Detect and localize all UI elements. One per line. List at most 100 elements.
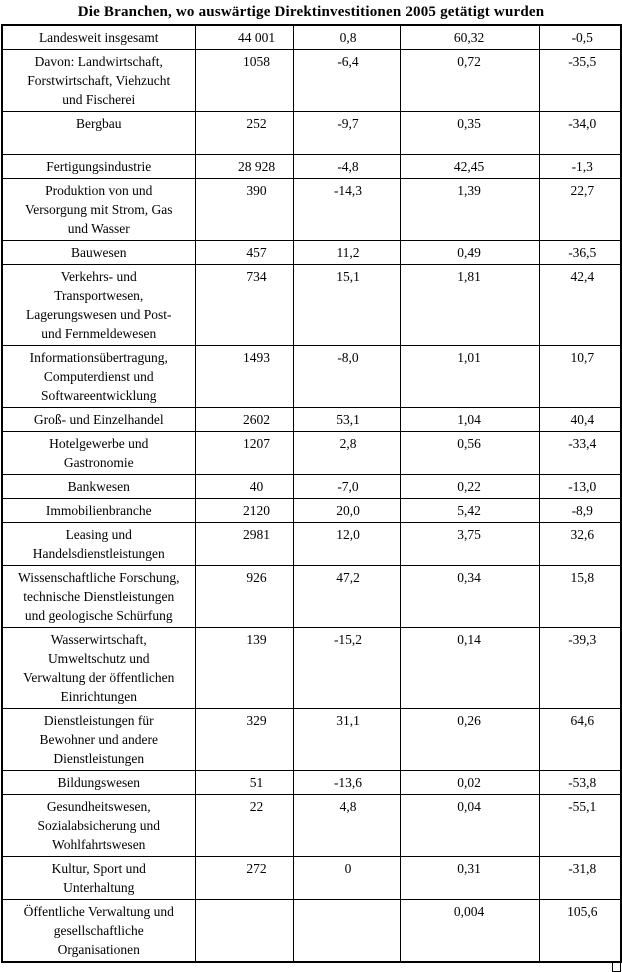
- value-cell: -7,0: [292, 474, 401, 499]
- value-cell: 15,8: [538, 565, 622, 628]
- value-cell: [194, 899, 294, 963]
- sector-name-cell: Kultur, Sport und Unterhaltung: [1, 856, 196, 900]
- sector-name-cell: Immobilienbranche: [1, 498, 196, 523]
- sector-name-cell: Bildungswesen: [1, 770, 196, 795]
- value-cell: 5,42: [399, 498, 540, 523]
- value-cell: 2981: [194, 522, 294, 566]
- table-row: Immobilienbranche 2120 20,0 5,42 -8,9: [1, 498, 622, 523]
- value-cell: 272: [194, 856, 294, 900]
- value-cell: 0,26: [399, 708, 540, 771]
- value-cell: [292, 899, 401, 963]
- value-cell: 22: [194, 794, 294, 857]
- value-cell: 0: [292, 856, 401, 900]
- sector-name-cell: Fertigungsindustrie: [1, 154, 196, 179]
- data-table: Landesweit insgesamt 44 001 0,8 60,32 -0,5 Da…: [1, 24, 622, 963]
- sector-name-cell: Bauwesen: [1, 240, 196, 265]
- sector-name-cell: Öffentliche Verwaltung und gesellschaftli…: [1, 899, 196, 963]
- value-cell: -33,4: [538, 431, 622, 475]
- sector-name-cell: Gesundheitswesen, Sozialabsicherung und Wo…: [1, 794, 196, 857]
- table-row: Landesweit insgesamt 44 001 0,8 60,32 -0,5: [1, 24, 622, 50]
- sector-name-cell: Wasserwirtschaft, Umweltschutz und Verwalt…: [1, 627, 196, 709]
- value-cell: -13,6: [292, 770, 401, 795]
- value-cell: 40: [194, 474, 294, 499]
- value-cell: 926: [194, 565, 294, 628]
- value-cell: 105,6: [538, 899, 622, 963]
- sector-name-cell: Wissenschaftliche Forschung, technische D…: [1, 565, 196, 628]
- table-body: Landesweit insgesamt 44 001 0,8 60,32 -0,5 Da…: [1, 24, 622, 963]
- value-cell: 0,49: [399, 240, 540, 265]
- table-row: Bildungswesen 51 -13,6 0,02 -53,8: [1, 770, 622, 795]
- value-cell: -34,0: [538, 111, 622, 155]
- value-cell: -15,2: [292, 627, 401, 709]
- value-cell: 4,8: [292, 794, 401, 857]
- value-cell: 0,14: [399, 627, 540, 709]
- table-title: Die Branchen, wo auswärtige Direktinvest…: [77, 4, 545, 20]
- value-cell: 51: [194, 770, 294, 795]
- value-cell: 64,6: [538, 708, 622, 771]
- value-cell: 32,6: [538, 522, 622, 566]
- value-cell: 0,31: [399, 856, 540, 900]
- value-cell: 0,35: [399, 111, 540, 155]
- value-cell: 40,4: [538, 407, 622, 432]
- value-cell: -9,7: [292, 111, 401, 155]
- value-cell: 20,0: [292, 498, 401, 523]
- value-cell: 12,0: [292, 522, 401, 566]
- stray-box-artifact: [612, 961, 621, 972]
- value-cell: 2120: [194, 498, 294, 523]
- value-cell: 1,04: [399, 407, 540, 432]
- sector-name-cell: Produktion von und Versorgung mit Strom, …: [1, 178, 196, 241]
- sector-name-cell: Dienstleistungen für Bewohner und andere D…: [1, 708, 196, 771]
- value-cell: -4,8: [292, 154, 401, 179]
- value-cell: -1,3: [538, 154, 622, 179]
- value-cell: 252: [194, 111, 294, 155]
- value-cell: 3,75: [399, 522, 540, 566]
- table-row: Leasing und Handelsdienstleistungen 2981 12…: [1, 522, 622, 566]
- value-cell: 10,7: [538, 345, 622, 408]
- value-cell: 15,1: [292, 264, 401, 346]
- value-cell: 390: [194, 178, 294, 241]
- value-cell: 28 928: [194, 154, 294, 179]
- value-cell: 42,45: [399, 154, 540, 179]
- value-cell: 53,1: [292, 407, 401, 432]
- table-row: Verkehrs- und Transportwesen, Lagerungswes…: [1, 264, 622, 346]
- value-cell: 1207: [194, 431, 294, 475]
- value-cell: 44 001: [194, 24, 294, 50]
- value-cell: -8,0: [292, 345, 401, 408]
- value-cell: 0,004: [399, 899, 540, 963]
- sector-name-cell: Davon: Landwirtschaft, Forstwirtschaft, V…: [1, 49, 196, 112]
- table-row: Öffentliche Verwaltung und gesellschaftli…: [1, 899, 622, 963]
- value-cell: 2602: [194, 407, 294, 432]
- value-cell: 2,8: [292, 431, 401, 475]
- value-cell: 1,81: [399, 264, 540, 346]
- value-cell: 0,56: [399, 431, 540, 475]
- value-cell: 0,22: [399, 474, 540, 499]
- value-cell: 22,7: [538, 178, 622, 241]
- sector-name-cell: Bergbau: [1, 111, 196, 155]
- table-row: Wasserwirtschaft, Umweltschutz und Verwalt…: [1, 627, 622, 709]
- table-row: Gesundheitswesen, Sozialabsicherung und Wo…: [1, 794, 622, 857]
- value-cell: 11,2: [292, 240, 401, 265]
- sector-name-cell: Hotelgewerbe und Gastronomie: [1, 431, 196, 475]
- value-cell: 139: [194, 627, 294, 709]
- table-row: Davon: Landwirtschaft, Forstwirtschaft, V…: [1, 49, 622, 112]
- value-cell: 734: [194, 264, 294, 346]
- table-row: Bauwesen 457 11,2 0,49 -36,5: [1, 240, 622, 265]
- sector-name-cell: Groß- und Einzelhandel: [1, 407, 196, 432]
- value-cell: -55,1: [538, 794, 622, 857]
- value-cell: 60,32: [399, 24, 540, 50]
- value-cell: 1493: [194, 345, 294, 408]
- value-cell: 1,39: [399, 178, 540, 241]
- sector-name-cell: Leasing und Handelsdienstleistungen: [1, 522, 196, 566]
- value-cell: -36,5: [538, 240, 622, 265]
- table-row: Bergbau 252 -9,7 0,35 -34,0: [1, 111, 622, 155]
- sector-name-cell: Landesweit insgesamt: [1, 24, 196, 50]
- table-row: Groß- und Einzelhandel 2602 53,1 1,04 40,4: [1, 407, 622, 432]
- value-cell: 42,4: [538, 264, 622, 346]
- table-row: Informationsübertragung, Computerdienst u…: [1, 345, 622, 408]
- table-row: Bankwesen 40 -7,0 0,22 -13,0: [1, 474, 622, 499]
- value-cell: 47,2: [292, 565, 401, 628]
- value-cell: -6,4: [292, 49, 401, 112]
- value-cell: -53,8: [538, 770, 622, 795]
- value-cell: -35,5: [538, 49, 622, 112]
